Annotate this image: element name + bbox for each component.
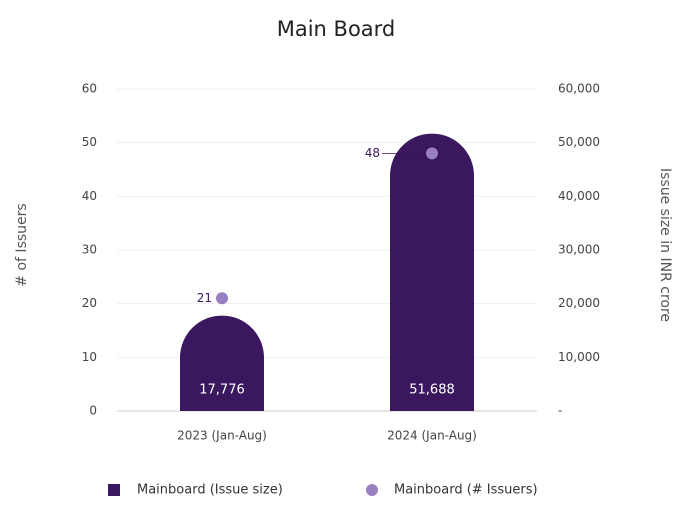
- y-tick-label: 10: [82, 350, 97, 364]
- bar: [390, 133, 474, 412]
- bar-value-label: 17,776: [199, 383, 245, 398]
- y-axis-title: # of Issuers: [14, 203, 30, 286]
- y2-tick-label: 10,000: [558, 350, 600, 364]
- point: [216, 292, 228, 305]
- y2-axis-title: Issue size in INR crore: [657, 168, 673, 322]
- legend-swatch: [108, 484, 120, 496]
- y-tick-label: 50: [82, 135, 97, 149]
- chart-title: Main Board: [277, 17, 396, 41]
- y2-tick-label: 40,000: [558, 189, 600, 203]
- y-tick-label: 20: [82, 296, 97, 310]
- y-tick-label: 30: [82, 243, 97, 257]
- bar-value-label: 51,688: [409, 383, 455, 398]
- point: [426, 147, 438, 160]
- legend-swatch: [366, 484, 378, 496]
- point-value-label: 21: [197, 291, 212, 305]
- legend-label: Mainboard (# Issuers): [394, 483, 538, 498]
- y-tick-label: 60: [82, 82, 97, 96]
- x-tick-label: 2024 (Jan-Aug): [387, 429, 477, 443]
- x-tick-label: 2023 (Jan-Aug): [177, 429, 267, 443]
- y2-tick-label: 50,000: [558, 135, 600, 149]
- y2-tick-label: 30,000: [558, 243, 600, 257]
- legend-label: Mainboard (Issue size): [137, 483, 283, 498]
- point-value-label: 48: [365, 146, 380, 160]
- y2-tick-label: 60,000: [558, 82, 600, 96]
- y-tick-label: 0: [89, 404, 97, 418]
- y-tick-label: 40: [82, 189, 97, 203]
- y2-tick-label: 20,000: [558, 296, 600, 310]
- bar: [180, 315, 264, 411]
- y2-tick-label: -: [558, 404, 562, 418]
